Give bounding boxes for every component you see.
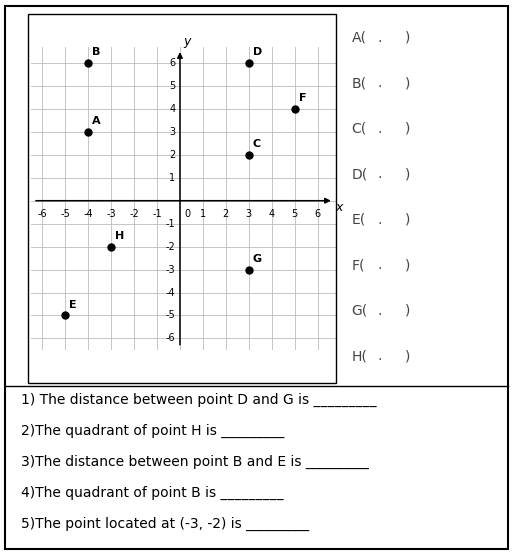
Text: E(: E( — [351, 213, 366, 226]
Text: ): ) — [405, 76, 410, 90]
Text: 6: 6 — [314, 209, 321, 219]
Text: -6: -6 — [37, 209, 47, 219]
Text: 5)The point located at (-3, -2) is _________: 5)The point located at (-3, -2) is _____… — [21, 517, 309, 531]
Text: 4)The quadrant of point B is _________: 4)The quadrant of point B is _________ — [21, 486, 283, 500]
Text: E: E — [69, 300, 77, 310]
Text: -6: -6 — [166, 334, 175, 344]
Text: .: . — [378, 349, 382, 363]
Text: 2: 2 — [223, 209, 229, 219]
Text: ): ) — [405, 31, 410, 44]
Text: ): ) — [405, 304, 410, 317]
Text: A: A — [92, 116, 101, 126]
Text: 2: 2 — [169, 150, 175, 160]
Text: .: . — [378, 76, 382, 90]
Text: -5: -5 — [61, 209, 70, 219]
Text: F: F — [299, 93, 306, 103]
Text: -1: -1 — [152, 209, 162, 219]
Text: .: . — [378, 304, 382, 317]
Text: ): ) — [405, 122, 410, 135]
Text: -1: -1 — [166, 219, 175, 229]
Text: ): ) — [405, 167, 410, 181]
Text: 1: 1 — [169, 173, 175, 183]
Text: ): ) — [405, 349, 410, 363]
Text: -5: -5 — [166, 310, 175, 320]
Text: 4: 4 — [169, 104, 175, 114]
Text: y: y — [183, 35, 190, 48]
Text: G(: G( — [351, 304, 368, 317]
Text: -4: -4 — [166, 287, 175, 297]
Text: 5: 5 — [169, 81, 175, 91]
Text: -3: -3 — [106, 209, 116, 219]
Text: C(: C( — [351, 122, 367, 135]
Text: .: . — [378, 213, 382, 226]
Text: 3: 3 — [169, 127, 175, 137]
Text: 1: 1 — [200, 209, 206, 219]
Text: .: . — [378, 31, 382, 44]
Text: .: . — [378, 258, 382, 272]
Text: F(: F( — [351, 258, 365, 272]
Text: D: D — [253, 47, 262, 57]
Text: B: B — [92, 47, 101, 57]
Text: D(: D( — [351, 167, 368, 181]
Text: 5: 5 — [291, 209, 298, 219]
Text: H: H — [115, 231, 125, 241]
Text: .: . — [378, 122, 382, 135]
Text: 2)The quadrant of point H is _________: 2)The quadrant of point H is _________ — [21, 424, 284, 438]
Text: 0: 0 — [184, 209, 190, 219]
Text: 3: 3 — [246, 209, 252, 219]
Text: -3: -3 — [166, 265, 175, 275]
Text: G: G — [253, 254, 262, 264]
Text: 4: 4 — [269, 209, 275, 219]
Text: -2: -2 — [129, 209, 139, 219]
Text: 3)The distance between point B and E is _________: 3)The distance between point B and E is … — [21, 455, 368, 469]
Text: 6: 6 — [169, 58, 175, 68]
Text: B(: B( — [351, 76, 366, 90]
Text: H(: H( — [351, 349, 367, 363]
Text: 1) The distance between point D and G is _________: 1) The distance between point D and G is… — [21, 393, 376, 407]
Text: -4: -4 — [83, 209, 93, 219]
Text: C: C — [253, 139, 261, 149]
Text: x: x — [335, 201, 342, 214]
Text: .: . — [378, 167, 382, 181]
Text: ): ) — [405, 258, 410, 272]
Text: A(: A( — [351, 31, 366, 44]
Text: -2: -2 — [166, 241, 175, 251]
Text: ): ) — [405, 213, 410, 226]
